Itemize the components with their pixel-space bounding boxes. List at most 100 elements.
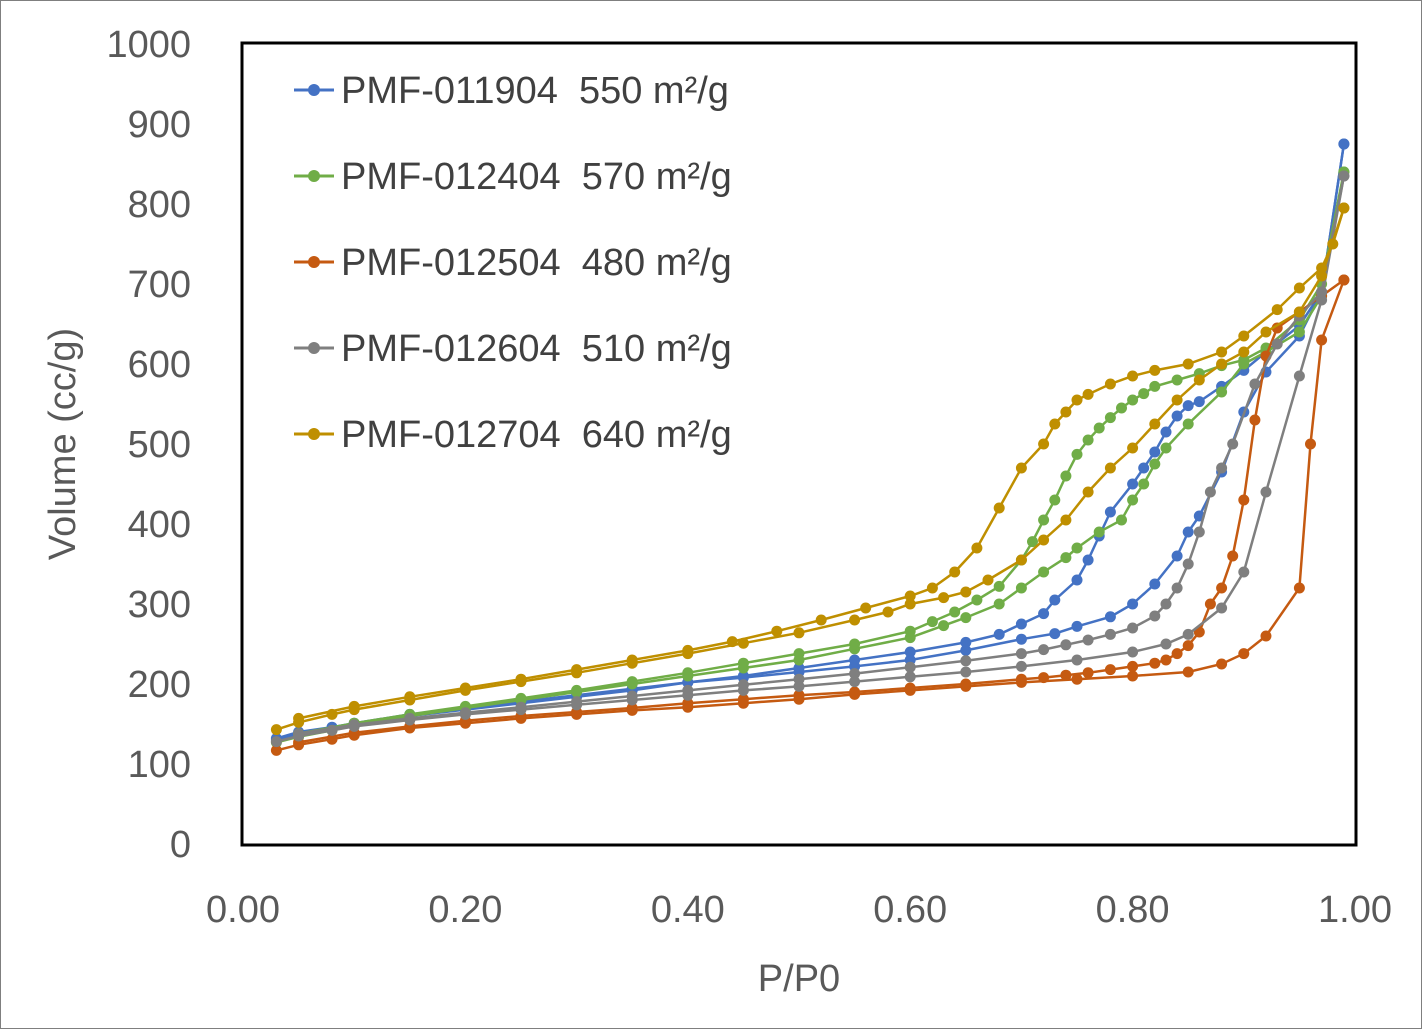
data-point: [1038, 608, 1050, 620]
data-point: [971, 542, 983, 554]
data-point: [1216, 462, 1228, 474]
data-point: [1060, 514, 1072, 526]
data-point: [1204, 598, 1216, 610]
data-point: [1127, 370, 1139, 382]
data-point: [1149, 578, 1161, 590]
legend-swatch-marker: [308, 84, 320, 96]
data-point: [1071, 448, 1083, 460]
data-point: [1104, 378, 1116, 390]
data-point: [1104, 664, 1116, 676]
data-point: [293, 728, 305, 740]
data-point: [1038, 566, 1050, 578]
legend-label: PMF-012704 640 m²/g: [341, 414, 732, 456]
data-point: [1171, 582, 1183, 594]
data-point: [904, 598, 916, 610]
data-point: [849, 654, 861, 666]
data-point: [270, 744, 282, 756]
y-tick-label: 800: [128, 184, 191, 226]
data-point: [1160, 638, 1172, 650]
data-point: [1138, 462, 1150, 474]
data-point: [1293, 326, 1305, 338]
data-point: [1338, 138, 1350, 150]
data-point: [793, 673, 805, 685]
data-point: [771, 625, 783, 637]
data-point: [1160, 426, 1172, 438]
data-point: [1238, 494, 1250, 506]
data-point: [949, 606, 961, 618]
legend: PMF-011904 550 m²/g PMF-012404 570 m²/g PM…: [294, 70, 732, 456]
data-point: [849, 668, 861, 680]
legend-swatch-marker: [308, 342, 320, 354]
x-tick-label: 0.00: [206, 889, 280, 931]
data-point: [1149, 657, 1161, 669]
data-point: [348, 700, 360, 712]
x-tick-label: 1.00: [1318, 889, 1392, 931]
data-point: [515, 673, 527, 685]
data-point: [1082, 388, 1094, 400]
data-point: [1316, 334, 1328, 346]
y-tick-label: 0: [170, 824, 191, 866]
data-point: [404, 712, 416, 724]
data-point: [1116, 402, 1127, 414]
data-point: [682, 684, 694, 696]
data-point: [971, 594, 983, 606]
data-point: [1104, 628, 1116, 640]
data-point: [571, 696, 583, 708]
y-axis-title: Volume (cc/g): [42, 328, 84, 560]
data-point: [1238, 566, 1250, 578]
y-tick-label: 200: [128, 664, 191, 706]
data-point: [849, 638, 861, 650]
legend-item: PMF-012504 480 m²/g: [294, 242, 732, 284]
data-point: [1193, 396, 1205, 408]
data-point: [1038, 534, 1050, 546]
data-point: [1127, 394, 1139, 406]
legend-swatch-marker: [308, 256, 320, 268]
y-tick-label: 400: [128, 504, 191, 546]
series-5: [270, 202, 1350, 736]
y-tick-labels: 0 100 200 300 400 500 600 700 800 900 1000: [106, 24, 191, 866]
data-point: [1138, 388, 1150, 400]
data-point: [960, 644, 972, 656]
data-point: [1049, 628, 1061, 640]
data-point: [1271, 322, 1283, 334]
data-point: [1338, 202, 1350, 214]
y-tick-label: 1000: [106, 24, 191, 66]
x-tick-labels: 0.00 0.20 0.40 0.60 0.80 1.00: [206, 889, 1392, 931]
data-point: [960, 666, 972, 678]
series-line-desorption: [298, 207, 1346, 720]
data-point: [1093, 526, 1105, 538]
data-point: [938, 592, 950, 604]
data-point: [1015, 633, 1027, 645]
data-point: [1015, 660, 1027, 672]
data-point: [1082, 667, 1094, 679]
data-point: [1127, 622, 1139, 634]
data-point: [1171, 550, 1183, 562]
data-point: [1227, 438, 1239, 450]
data-point: [1193, 374, 1205, 386]
data-point: [1060, 470, 1072, 482]
data-point: [1015, 648, 1027, 660]
data-point: [1104, 412, 1116, 424]
data-point: [1216, 358, 1228, 370]
data-point: [1249, 414, 1261, 426]
data-point: [1149, 610, 1161, 622]
legend-label: PMF-012504 480 m²/g: [341, 242, 732, 284]
data-point: [904, 661, 916, 673]
data-point: [1238, 648, 1250, 660]
data-point: [1216, 658, 1228, 670]
data-point: [682, 667, 694, 679]
data-point: [1093, 422, 1105, 434]
data-point: [1082, 554, 1094, 566]
data-point: [993, 628, 1005, 640]
data-point: [459, 707, 471, 719]
data-point: [1127, 494, 1139, 506]
data-point: [1015, 673, 1027, 685]
data-point: [571, 664, 583, 676]
data-point: [682, 644, 694, 656]
data-point: [737, 670, 749, 682]
data-point: [1271, 338, 1283, 350]
data-point: [515, 701, 527, 713]
data-point: [1171, 394, 1183, 406]
